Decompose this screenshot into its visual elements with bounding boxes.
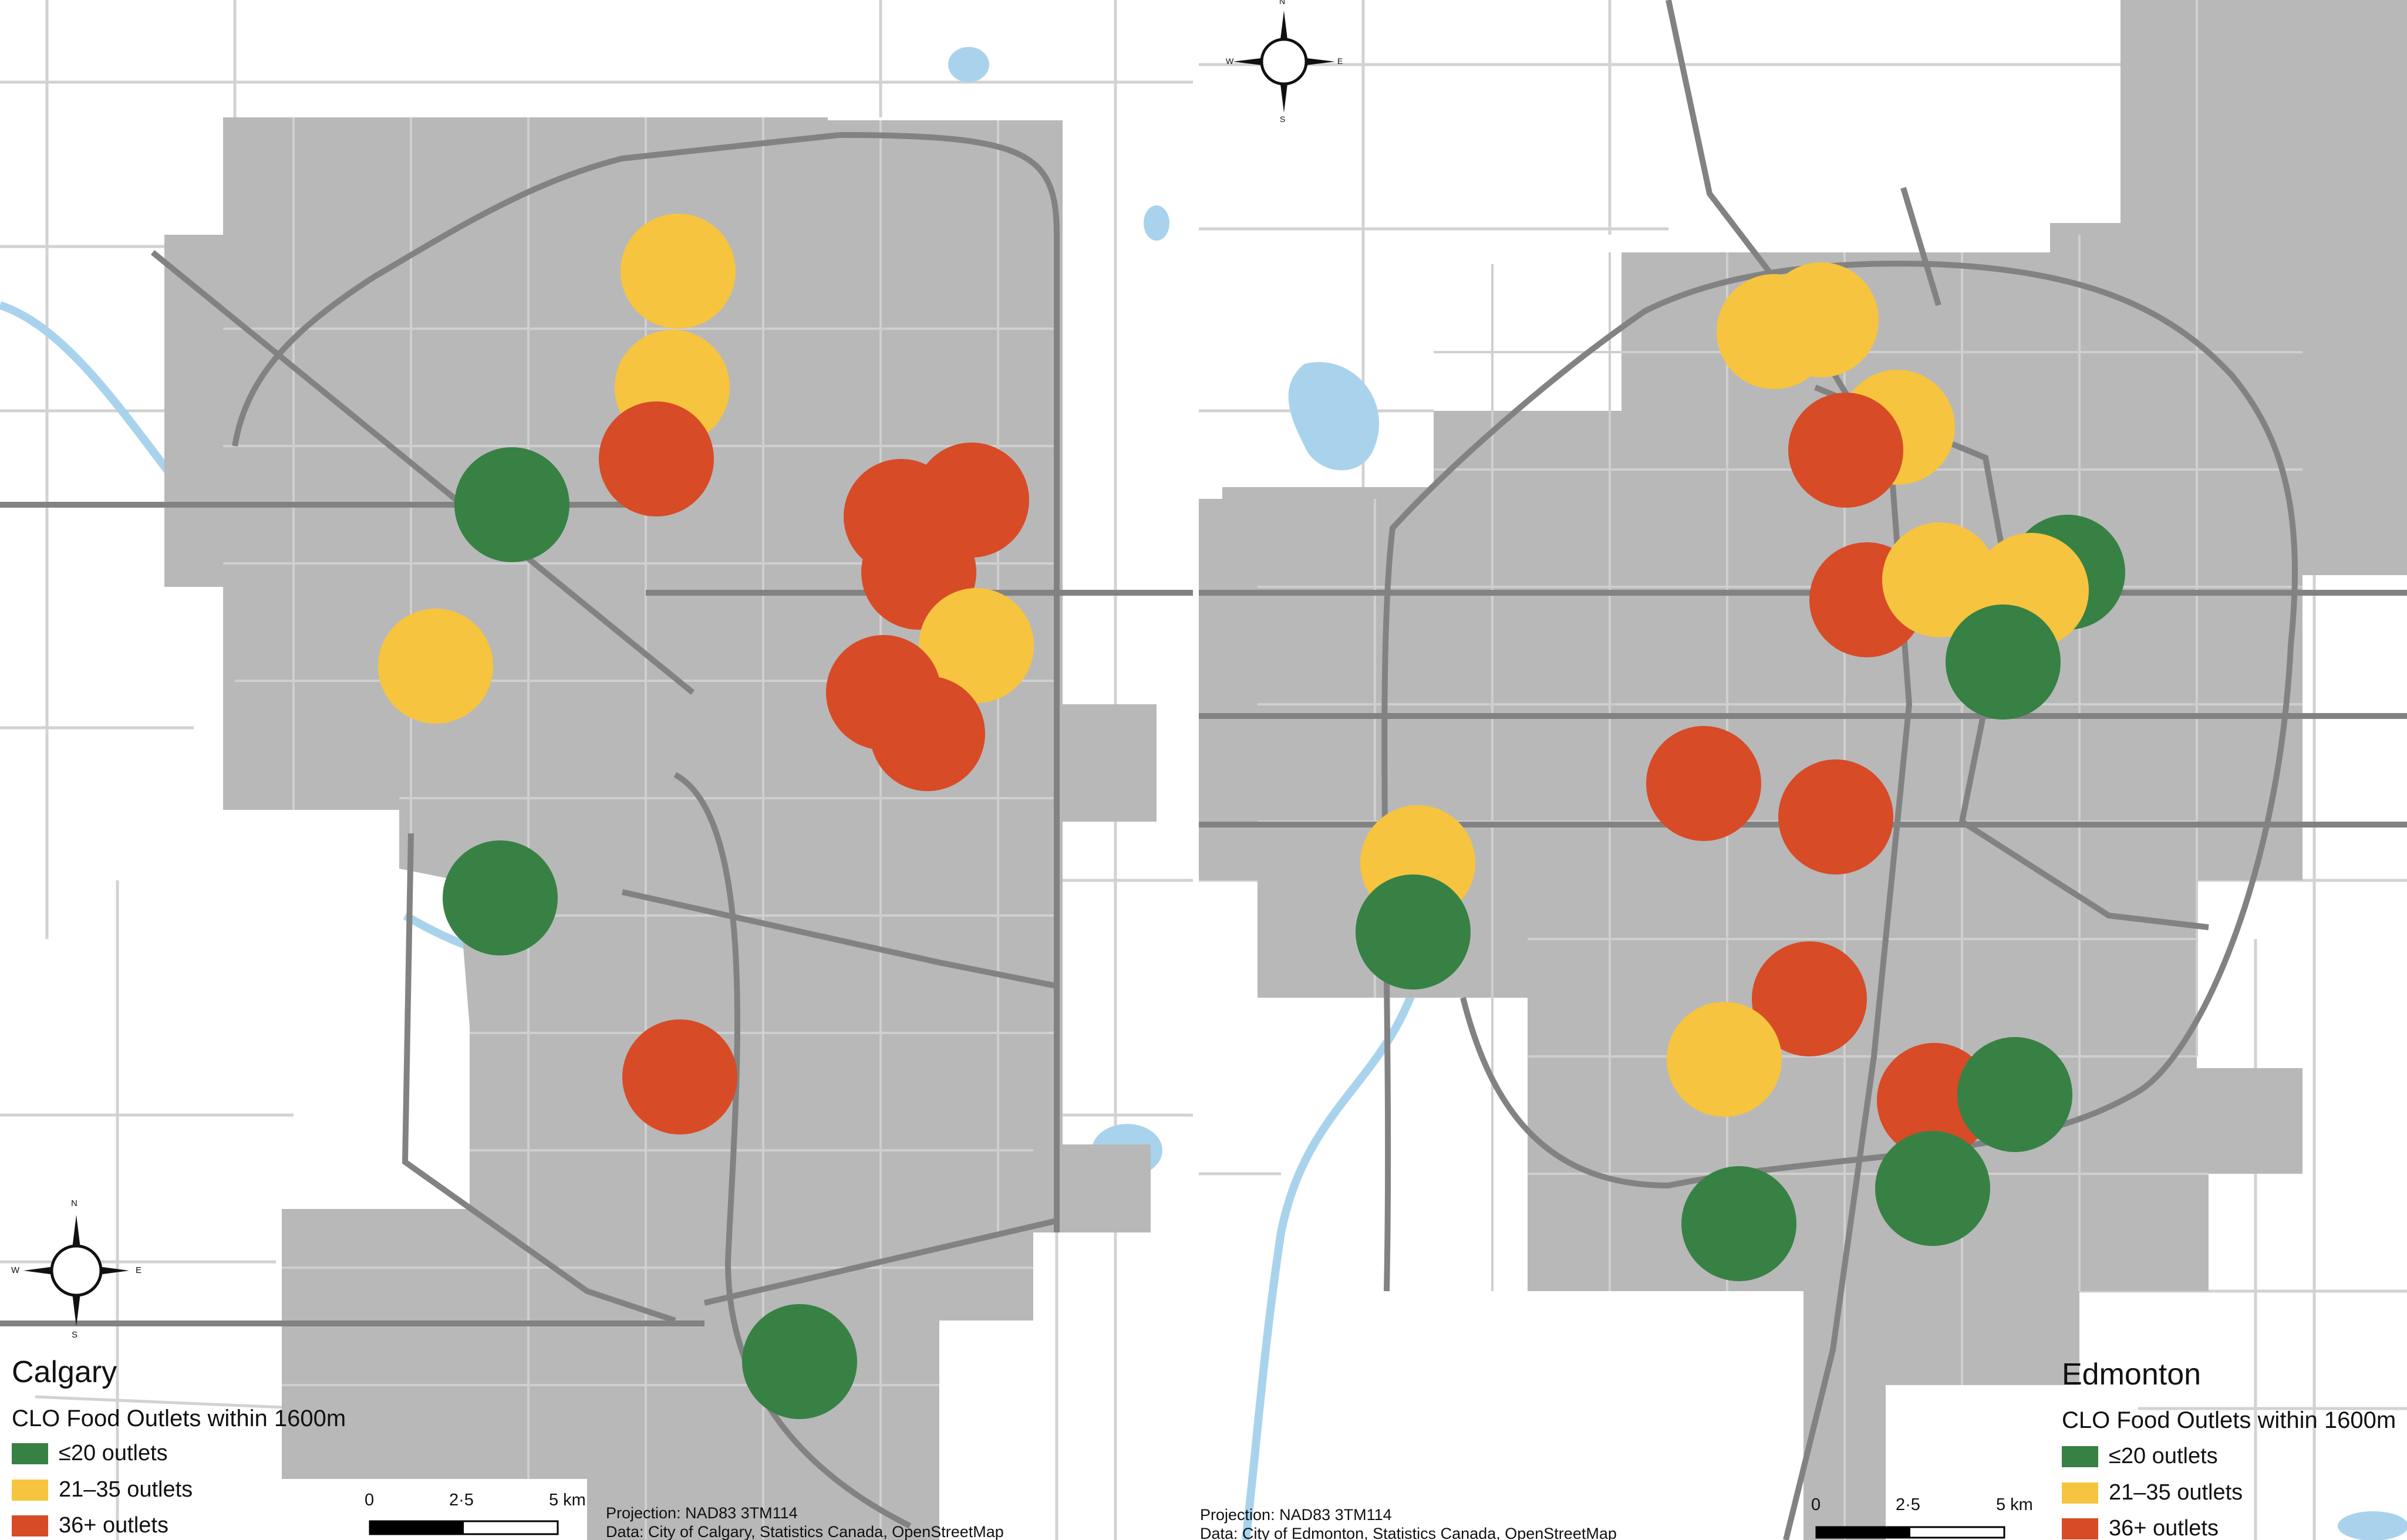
outlet-circle-low	[1946, 604, 2061, 720]
calgary-legend-item-high: 36+ outlets	[12, 1513, 168, 1538]
outlet-circle-high	[1752, 941, 1867, 1056]
outlet-circle-low	[742, 1304, 857, 1419]
outlet-circle-mid	[919, 588, 1034, 703]
calgary-outlet-circles	[378, 214, 1034, 1419]
edmonton-legend-item-mid: 21–35 outlets	[2062, 1480, 2243, 1505]
edmonton-legend-item-low: ≤20 outlets	[2062, 1444, 2218, 1469]
calgary-compass-n: N	[71, 1198, 77, 1208]
edmonton-scale-tick-mid: 2·5	[1896, 1495, 1920, 1514]
legend-swatch-mid	[12, 1479, 48, 1501]
calgary-scale-tick-0: 0	[365, 1491, 375, 1509]
outlet-circle-low	[1681, 1166, 1796, 1281]
legend-swatch-high	[2062, 1518, 2098, 1539]
outlet-circle-mid	[1882, 522, 1997, 637]
calgary-projection: Projection: NAD83 3TM114	[606, 1504, 798, 1522]
calgary-title: Calgary	[12, 1355, 117, 1389]
legend-label: 36+ outlets	[2109, 1516, 2219, 1540]
outlet-circle-low	[1957, 1037, 2072, 1152]
legend-swatch-mid	[2062, 1482, 2098, 1504]
edmonton-legend-item-high: 36+ outlets	[2062, 1516, 2219, 1540]
calgary-compass-w: W	[11, 1265, 20, 1275]
outlet-circle-high	[622, 1019, 737, 1134]
legend-swatch-high	[12, 1515, 48, 1536]
calgary-scale-tick-mid: 2·5	[449, 1491, 474, 1509]
calgary-map	[0, 0, 1193, 1540]
outlet-circle-high	[1788, 393, 1903, 508]
legend-swatch-low	[12, 1443, 48, 1464]
calgary-compass-e: E	[136, 1265, 142, 1275]
edmonton-projection: Projection: NAD83 3TM114	[1200, 1506, 1392, 1524]
calgary-legend-item-mid: 21–35 outlets	[12, 1477, 193, 1502]
edmonton-compass-e: E	[1337, 56, 1343, 66]
calgary-major-roads	[0, 132, 1193, 1529]
edmonton-map-panel: N S W E Edmonton CLO Food Outlets within…	[1199, 0, 2407, 1540]
outlet-circle-low	[454, 447, 569, 562]
calgary-compass-s: S	[72, 1330, 78, 1340]
edmonton-scale-tick-0: 0	[1811, 1495, 1821, 1514]
legend-label: 21–35 outlets	[2109, 1480, 2243, 1505]
outlet-circle-low	[443, 840, 558, 955]
edmonton-title: Edmonton	[2062, 1357, 2202, 1392]
outlet-circle-low	[1356, 874, 1471, 989]
outlet-circle-low	[1875, 1131, 1990, 1246]
edmonton-legend-heading: CLO Food Outlets within 1600m	[2062, 1407, 2396, 1433]
outlet-circle-mid	[1764, 262, 1879, 377]
legend-swatch-low	[2062, 1446, 2098, 1467]
edmonton-compass-s: S	[1280, 114, 1286, 124]
calgary-scale-tick-end: 5 km	[549, 1491, 586, 1509]
outlet-circle-high	[1646, 726, 1761, 841]
outlet-circle-mid	[621, 214, 736, 329]
calgary-map-panel: N S W E Calgary CLO Food Outlets within …	[0, 0, 1193, 1540]
legend-label: 21–35 outlets	[59, 1477, 193, 1502]
edmonton-scale-tick-end: 5 km	[1996, 1495, 2033, 1514]
edmonton-data-source: Data: City of Edmonton, Statistics Canad…	[1200, 1525, 1617, 1540]
outlet-circle-high	[599, 401, 714, 516]
outlet-circle-high	[1778, 759, 1893, 874]
calgary-legend-heading: CLO Food Outlets within 1600m	[12, 1406, 346, 1431]
calgary-city-area	[164, 117, 1157, 1540]
legend-label: ≤20 outlets	[59, 1441, 168, 1465]
calgary-legend-item-low: ≤20 outlets	[12, 1441, 168, 1466]
edmonton-scale-bar	[1815, 1526, 2005, 1539]
edmonton-compass-n: N	[1279, 0, 1286, 6]
edmonton-compass: N S W E	[1226, 0, 1343, 124]
calgary-compass: N S W E	[11, 1198, 142, 1340]
edmonton-map	[1199, 0, 2407, 1540]
edmonton-outlet-circles	[1356, 262, 2125, 1281]
outlet-circle-high	[870, 676, 985, 791]
outlet-circle-mid	[378, 609, 493, 724]
outlet-circle-mid	[1667, 1002, 1782, 1117]
legend-label: 36+ outlets	[59, 1513, 168, 1538]
legend-label: ≤20 outlets	[2109, 1444, 2218, 1468]
calgary-scale-bar	[369, 1520, 559, 1535]
calgary-data-source: Data: City of Calgary, Statistics Canada…	[606, 1523, 1004, 1540]
edmonton-compass-w: W	[1226, 56, 1234, 66]
